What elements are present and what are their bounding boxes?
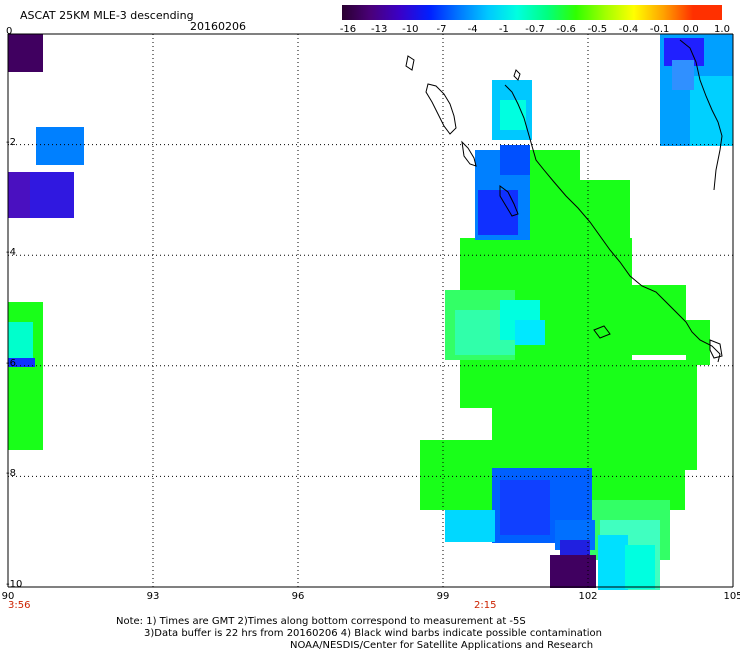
map-title: ASCAT 25KM MLE-3 descending: [20, 9, 194, 22]
colorbar-label: -0.4: [618, 24, 639, 35]
colorbar-label: -10: [402, 24, 419, 35]
data-cell: [500, 480, 550, 535]
y-tick-label: -2: [6, 136, 16, 148]
island-small-3: [593, 325, 611, 339]
colorbar-label: -13: [370, 24, 388, 35]
data-cell: [478, 190, 518, 235]
island-simeulue: [425, 83, 457, 135]
island-siberut: [499, 185, 519, 217]
data-cell: [445, 510, 495, 542]
colorbar-segment: [342, 5, 372, 20]
time-center: 2:15: [474, 600, 497, 611]
data-cell: [8, 34, 43, 72]
x-tick-label: 90: [1, 591, 15, 602]
colorbar-segment: [692, 5, 723, 20]
graticule-grid: [7, 33, 734, 588]
data-cell: [625, 545, 655, 589]
colorbar-segment: [546, 5, 576, 20]
y-tick-label: 0: [6, 26, 13, 37]
colorbar-label: -16: [339, 24, 357, 35]
data-cell: [500, 145, 530, 175]
colorbar-segment: [634, 5, 664, 20]
colorbar-segment: [575, 5, 606, 20]
colorbar-segment: [458, 5, 489, 20]
colorbar-label: -0.7: [525, 24, 545, 35]
data-cell: [8, 322, 33, 358]
time-left: 3:56: [8, 600, 31, 611]
island-nias: [461, 140, 477, 167]
data-cell: [515, 320, 545, 345]
x-tick-label: 96: [291, 591, 305, 602]
island-small-2: [405, 55, 415, 71]
y-tick-label: -8: [6, 468, 16, 480]
colorbar-segment: [517, 5, 547, 20]
colorbar-label: -0.5: [587, 24, 608, 35]
data-cell: [686, 320, 710, 365]
data-cells-layer: [8, 34, 733, 590]
y-tick-label: -4: [6, 247, 16, 259]
data-cell: [630, 285, 686, 355]
colorbar-segment: [400, 5, 430, 20]
colorbar: [342, 5, 723, 20]
note-line-3: NOAA/NESDIS/Center for Satellite Applica…: [290, 640, 594, 651]
data-cell: [30, 172, 74, 218]
colorbar-segment: [663, 5, 693, 20]
data-cell: [560, 540, 590, 555]
data-cell: [690, 76, 733, 146]
coastline-layer: [405, 39, 723, 363]
colorbar-label: -0.1: [649, 24, 670, 35]
malaysia-coastline: [679, 39, 723, 191]
colorbar-segment: [429, 5, 459, 20]
x-tick-label: 105: [723, 591, 740, 602]
colorbar-segment: [371, 5, 401, 20]
island-east: [709, 339, 723, 359]
sumatra-coastline: [504, 84, 721, 363]
data-cell: [672, 60, 694, 90]
colorbar-label: 1.0: [714, 24, 730, 35]
data-cell: [8, 358, 35, 367]
colorbar-label: -7: [436, 24, 447, 35]
colorbar-label: -4: [467, 24, 478, 35]
data-cell: [598, 535, 628, 590]
y-tick-label: -6: [6, 357, 16, 369]
x-tick-label: 102: [578, 591, 598, 602]
data-cell: [520, 180, 630, 260]
x-tick-label: 99: [436, 591, 450, 602]
data-cell: [500, 100, 526, 130]
y-tick-label: -10: [6, 579, 23, 590]
colorbar-label: -1: [498, 24, 509, 35]
colorbar-label: 0.0: [682, 24, 699, 35]
colorbar-segment: [488, 5, 518, 20]
note-line-1: Note: 1) Times are GMT 2)Times along bot…: [116, 616, 526, 627]
note-line-2: 3)Data buffer is 22 hrs from 20160206 4)…: [144, 628, 602, 639]
data-cell: [550, 555, 596, 588]
colorbar-label: -0.6: [556, 24, 576, 35]
map-date: 20160206: [190, 20, 246, 33]
data-cell: [36, 127, 84, 165]
colorbar-segment: [605, 5, 635, 20]
x-tick-label: 93: [146, 591, 160, 602]
island-small-1: [513, 69, 521, 81]
